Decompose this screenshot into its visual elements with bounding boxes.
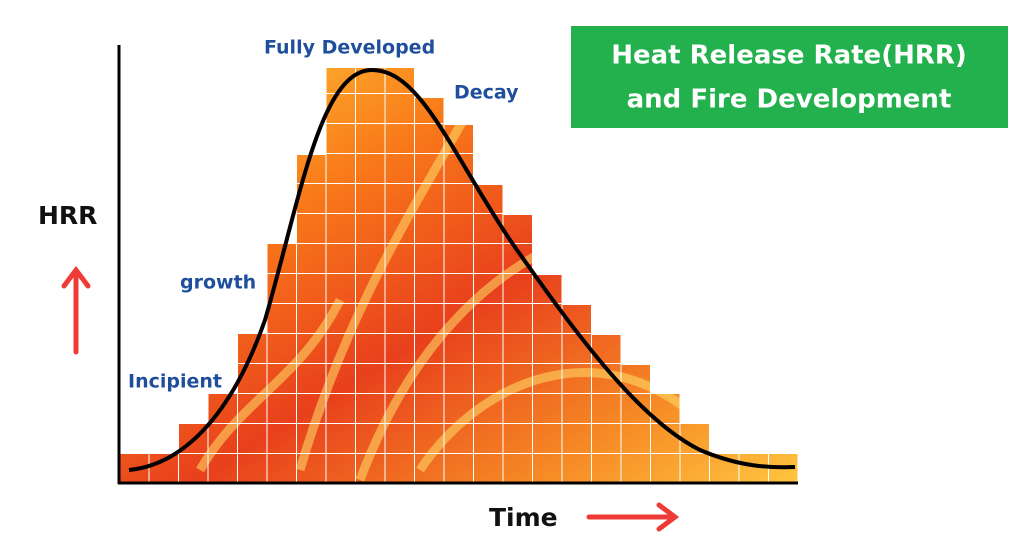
title-line: and Fire Development <box>627 85 952 115</box>
stage-label: Decay <box>454 82 519 104</box>
stage-label: Incipient <box>128 371 222 393</box>
x-axis-label: Time <box>489 503 558 532</box>
stage-label: Fully Developed <box>264 37 435 59</box>
title-line: Heat Release Rate(HRR) <box>611 41 967 71</box>
right-arrow <box>586 502 680 532</box>
up-arrow <box>61 265 91 355</box>
y-axis-label: HRR <box>38 201 97 230</box>
hrr-curve <box>128 67 796 472</box>
stage-label: growth <box>180 272 256 294</box>
title-box <box>571 26 1008 128</box>
